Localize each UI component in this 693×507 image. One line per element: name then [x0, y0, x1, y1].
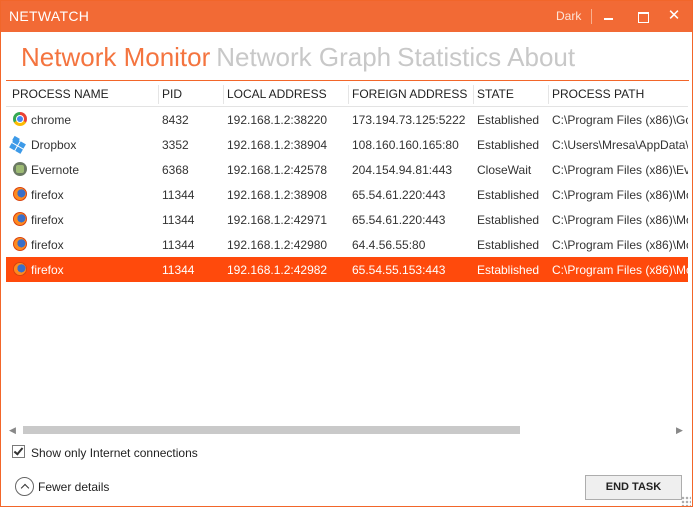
evernote-icon [13, 162, 27, 176]
state: Established [477, 263, 540, 277]
column-separator[interactable] [473, 85, 474, 104]
internet-only-label[interactable]: Show only Internet connections [31, 446, 198, 460]
process-path: C:\Program Files (x86)\Mo [552, 263, 688, 277]
process-path: C:\Program Files (x86)\Mo [552, 213, 688, 227]
minimize-icon[interactable] [600, 7, 618, 25]
firefox-icon [13, 262, 27, 276]
pid: 6368 [162, 163, 189, 177]
foreign-address: 108.160.160.165:80 [352, 138, 459, 152]
column-header-process-path[interactable]: PROCESS PATH [552, 87, 645, 101]
end-task-button[interactable]: END TASK [585, 475, 682, 500]
tab-about[interactable]: About [507, 42, 576, 72]
column-separator[interactable] [158, 85, 159, 104]
title-divider [591, 9, 592, 24]
internet-only-checkbox[interactable] [12, 445, 25, 458]
scroll-right-icon[interactable]: ▶ [676, 425, 683, 435]
state: Established [477, 138, 540, 152]
column-header-pid[interactable]: PID [162, 87, 183, 101]
app-title: NETWATCH [9, 8, 90, 24]
column-separator[interactable] [223, 85, 224, 104]
scrollbar-thumb[interactable] [23, 426, 520, 434]
column-separator[interactable] [348, 85, 349, 104]
state: Established [477, 188, 540, 202]
column-header-foreign-address[interactable]: FOREIGN ADDRESS [352, 87, 468, 101]
foreign-address: 64.4.56.55:80 [352, 238, 426, 252]
resize-grip-icon[interactable] [681, 496, 691, 506]
chevron-up-icon[interactable] [15, 477, 34, 496]
pid: 11344 [162, 188, 195, 202]
dropbox-icon [13, 137, 27, 151]
firefox-icon [13, 187, 27, 201]
column-header-local-address[interactable]: LOCAL ADDRESS [227, 87, 327, 101]
tab-statistics[interactable]: Statistics [397, 42, 502, 72]
table-row-selected[interactable]: firefox 11344 192.168.1.2:42982 65.54.55… [6, 257, 688, 282]
local-address: 192.168.1.2:42578 [227, 163, 328, 177]
connections-table: PROCESS NAME PID LOCAL ADDRESS FOREIGN A… [6, 82, 688, 412]
process-path: C:\Users\Mresa\AppData\ [552, 138, 688, 152]
foreign-address: 204.154.94.81:443 [352, 163, 453, 177]
tab-network-monitor[interactable]: Network Monitor [21, 42, 211, 72]
chrome-icon [13, 112, 27, 126]
column-header-process-name[interactable]: PROCESS NAME [12, 87, 109, 101]
scroll-left-icon[interactable]: ◀ [9, 425, 16, 435]
local-address: 192.168.1.2:38908 [227, 188, 328, 202]
local-address: 192.168.1.2:42971 [227, 213, 328, 227]
table-row[interactable]: firefox 11344 192.168.1.2:38908 65.54.61… [6, 182, 688, 207]
column-separator[interactable] [548, 85, 549, 104]
table-row[interactable]: firefox 11344 192.168.1.2:42980 64.4.56.… [6, 232, 688, 257]
process-name: firefox [31, 238, 64, 252]
local-address: 192.168.1.2:42982 [227, 263, 328, 277]
column-header-state[interactable]: STATE [477, 87, 514, 101]
process-path: C:\Program Files (x86)\Mo [552, 238, 688, 252]
process-name: chrome [31, 113, 72, 127]
foreign-address: 173.194.73.125:5222 [352, 113, 466, 127]
pid: 11344 [162, 213, 195, 227]
pid: 3352 [162, 138, 189, 152]
state: Established [477, 238, 540, 252]
firefox-icon [13, 212, 27, 226]
process-path: C:\Program Files (x86)\Go [552, 113, 688, 127]
table-row[interactable]: chrome 8432 192.168.1.2:38220 173.194.73… [6, 107, 688, 132]
local-address: 192.168.1.2:38904 [227, 138, 328, 152]
process-name: firefox [31, 188, 64, 202]
maximize-icon[interactable] [634, 7, 652, 25]
theme-toggle[interactable]: Dark [556, 9, 582, 23]
tabs-divider [6, 80, 689, 81]
table-row[interactable]: Evernote 6368 192.168.1.2:42578 204.154.… [6, 157, 688, 182]
foreign-address: 65.54.61.220:443 [352, 188, 446, 202]
table-row[interactable]: Dropbox 3352 192.168.1.2:38904 108.160.1… [6, 132, 688, 157]
process-name: firefox [31, 263, 64, 277]
pid: 11344 [162, 238, 195, 252]
process-path: C:\Program Files (x86)\Eve [552, 163, 688, 177]
local-address: 192.168.1.2:38220 [227, 113, 328, 127]
process-name: Dropbox [31, 138, 77, 152]
checkmark-icon [13, 445, 24, 456]
foreign-address: 65.54.61.220:443 [352, 213, 446, 227]
foreign-address: 65.54.55.153:443 [352, 263, 446, 277]
tab-network-graph[interactable]: Network Graph [216, 42, 392, 72]
firefox-icon [13, 237, 27, 251]
fewer-details-label[interactable]: Fewer details [38, 480, 110, 494]
state: CloseWait [477, 163, 532, 177]
table-header: PROCESS NAME PID LOCAL ADDRESS FOREIGN A… [6, 82, 688, 107]
process-name: firefox [31, 213, 64, 227]
horizontal-scrollbar[interactable]: ◀ ▶ [6, 423, 688, 437]
state: Established [477, 213, 540, 227]
main-tabs: Network Monitor Network Graph Statistics Ab… [21, 42, 581, 76]
pid: 8432 [162, 113, 189, 127]
process-path: C:\Program Files (x86)\Mo [552, 188, 688, 202]
state: Established [477, 113, 540, 127]
title-bar[interactable]: NETWATCH Dark ✕ [1, 1, 692, 32]
process-name: Evernote [31, 163, 80, 177]
close-icon[interactable]: ✕ [667, 7, 681, 24]
table-row[interactable]: firefox 11344 192.168.1.2:42971 65.54.61… [6, 207, 688, 232]
local-address: 192.168.1.2:42980 [227, 238, 328, 252]
pid: 11344 [162, 263, 195, 277]
